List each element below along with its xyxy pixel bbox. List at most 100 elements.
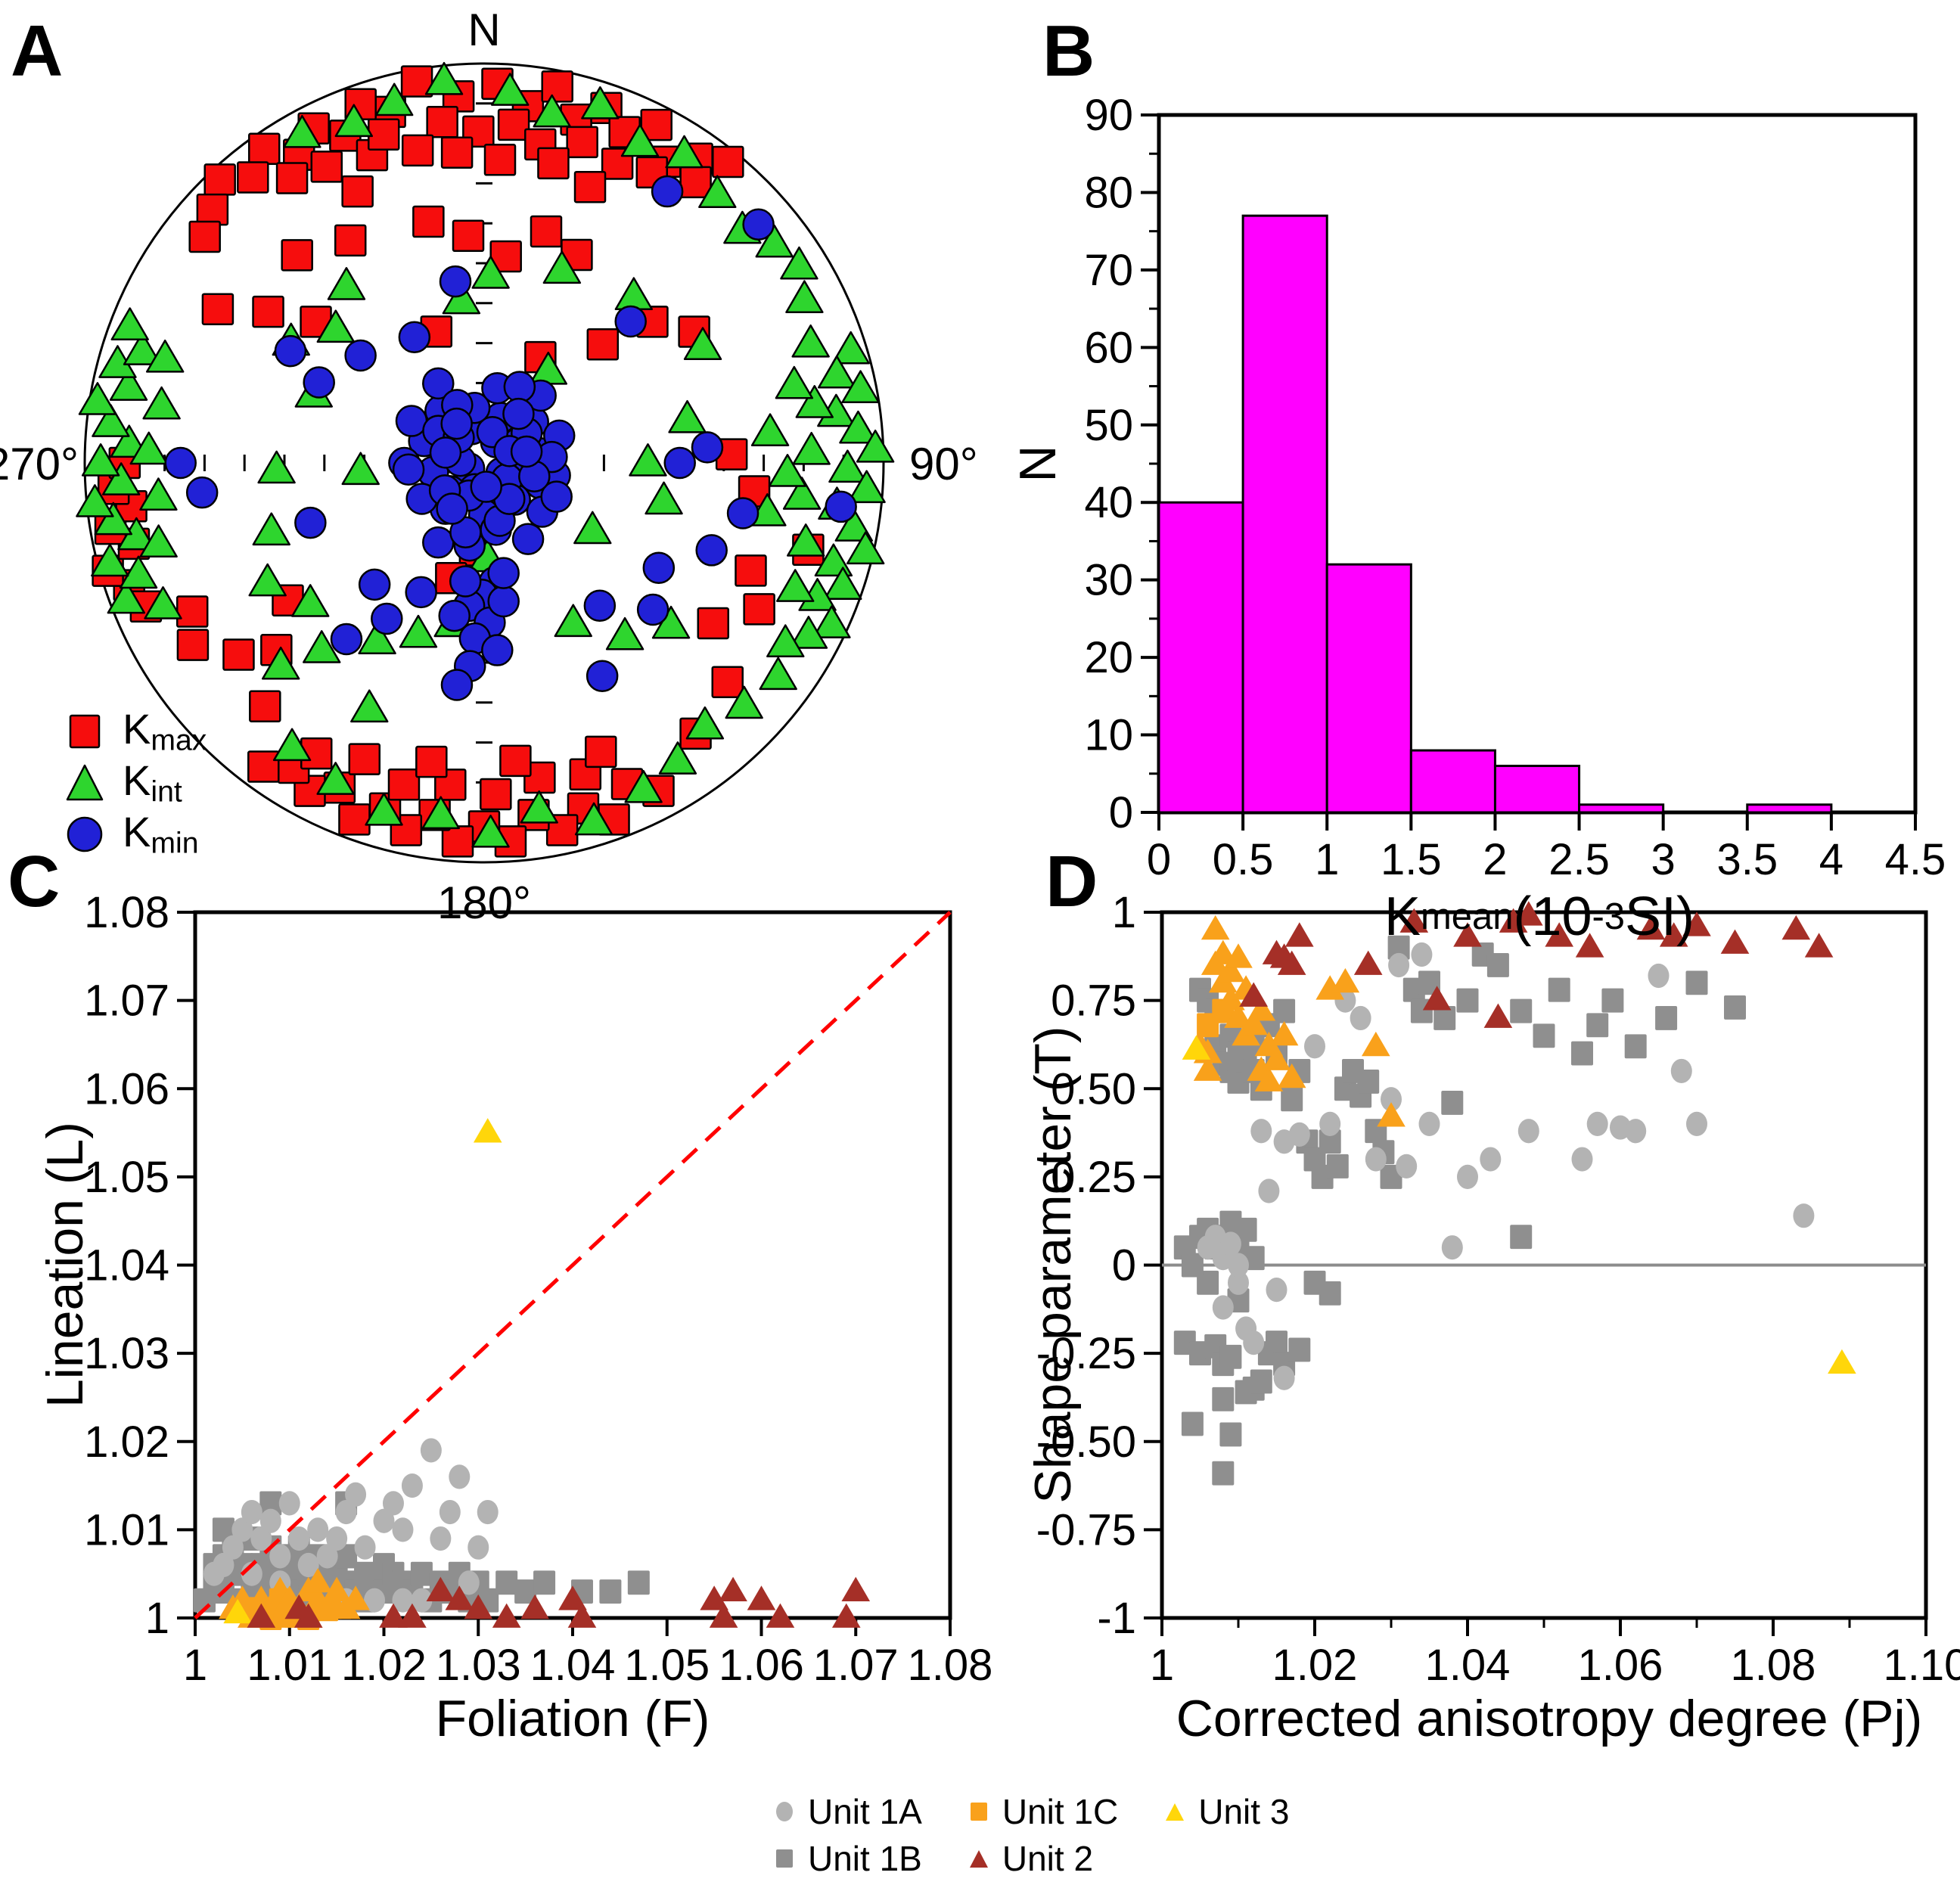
unit1A-point: [1304, 1034, 1325, 1059]
unit2-label: Unit 2: [1002, 1839, 1094, 1878]
unit3-point: [322, 1594, 351, 1619]
unit1A-point: [420, 1438, 442, 1463]
kint-point: [573, 511, 612, 545]
kmax-point: [483, 144, 517, 176]
kmin-point: [436, 492, 468, 525]
unit1B-point: [1250, 1369, 1272, 1394]
unit2-point: [1453, 922, 1482, 947]
unit2-point: [379, 1603, 408, 1628]
unit1A-point: [1219, 1231, 1241, 1256]
kmin-point: [695, 534, 728, 567]
kmin-point: [438, 599, 471, 632]
x-tick-label: 1.10: [1884, 1641, 1960, 1690]
histogram-bars: [1157, 214, 1833, 814]
kint-point: [776, 569, 815, 602]
kmax-point: [573, 170, 607, 203]
legend-item-unit1b: Unit 1B: [773, 1841, 922, 1876]
unit1B-point: [1181, 1411, 1204, 1436]
y-tick-label: 90: [1084, 91, 1133, 140]
unit1A-point: [1350, 1005, 1371, 1031]
unit3-point: [1201, 914, 1230, 940]
y-tick-label: 60: [1084, 323, 1133, 372]
unit1B-point: [1319, 1129, 1341, 1154]
y-tick-label: 1.01: [84, 1505, 169, 1554]
kmin-point: [344, 339, 377, 372]
kmax-point: [743, 593, 775, 626]
legend-item-unit2: Unit 2: [968, 1841, 1093, 1876]
kint-point: [375, 82, 414, 116]
unit3-marker-icon: [1166, 1803, 1185, 1821]
kint-point: [685, 706, 725, 740]
unit1B-point: [1212, 1386, 1235, 1411]
unit2-point: [398, 1603, 427, 1628]
kmin-point: [502, 397, 535, 430]
kint-point: [759, 657, 797, 691]
unit1A-point: [288, 1526, 310, 1551]
y-tick-label: 1.02: [84, 1418, 169, 1467]
unit1A-point: [1388, 952, 1410, 978]
unit2-point: [247, 1603, 276, 1628]
kmin-point: [825, 490, 857, 523]
panel-d-pj-shape-unit1B-points: [1173, 935, 1746, 1486]
unit1A-point: [1648, 963, 1670, 989]
unit1b-marker-icon: [776, 1849, 793, 1868]
unit1A-point: [1228, 1253, 1249, 1278]
unit1A-point: [477, 1499, 499, 1525]
unit1B-point: [335, 1544, 358, 1569]
panel-b-histogram: 0 0.5 1 1.5 2 2.5 3 3.5 4 4.5 0 10 20 30 40 50 60 70 80 90: [1084, 91, 1946, 884]
kmax-point: [222, 638, 255, 671]
kint-point: [658, 741, 697, 775]
unit1A-point: [1250, 1119, 1272, 1144]
kint-point: [755, 224, 794, 258]
kmin-point: [422, 367, 455, 400]
kmean-mid: (10: [1513, 887, 1592, 947]
y-tick-label: 1: [1112, 888, 1136, 937]
kint-point: [605, 616, 645, 651]
x-tick-label: 2: [1483, 835, 1507, 884]
unit1A-point: [392, 1588, 414, 1613]
kint-point: [442, 281, 481, 315]
histogram-bar: [1325, 563, 1412, 814]
unit3-point-highlight: [473, 1118, 502, 1143]
unit-legend: Unit 1A Unit 1C Unit 3 Unit 1B Unit 2: [773, 1794, 1289, 1876]
kint-point: [750, 413, 790, 446]
kmax-point: [640, 108, 672, 141]
unit3-point: [1277, 1063, 1306, 1088]
kint-point: [787, 523, 825, 557]
kint-point: [841, 370, 880, 403]
kmax-point: [497, 108, 530, 141]
unit1B-point: [627, 1570, 650, 1595]
unit1A-point: [1418, 1111, 1440, 1136]
unit1A-point: [392, 1517, 414, 1542]
y-tick-label: -0.75: [1036, 1505, 1136, 1554]
unit1B-point: [1586, 1013, 1609, 1038]
kint-point: [780, 246, 818, 280]
unit2-point: [1514, 901, 1543, 926]
x-axis-ticks: 1 1.02 1.04 1.06 1.08 1.10: [1150, 1618, 1960, 1690]
unit1A-point: [1571, 1147, 1593, 1172]
panel-label-c: C: [8, 841, 61, 922]
kmax-point: [237, 161, 269, 194]
x-tick-label: 1.07: [813, 1641, 899, 1690]
unit2-point: [1284, 922, 1314, 947]
kmin-point: [487, 585, 520, 618]
kmax-point: [247, 750, 280, 783]
kint-point: [316, 762, 355, 795]
unit1A-point: [1586, 1111, 1608, 1136]
unit3-point: [1361, 1031, 1390, 1057]
compass-label-south: 180°: [437, 877, 531, 928]
kint-point: [782, 477, 822, 510]
unit2-point: [747, 1585, 776, 1610]
kmin-point: [358, 568, 391, 601]
kint-point: [350, 689, 389, 723]
histogram-bar: [1746, 803, 1833, 814]
kmax-point: [426, 106, 458, 138]
unit1B-point: [1571, 1041, 1593, 1066]
kint-point: [698, 175, 737, 209]
kint-point: [144, 586, 182, 620]
x-tick-label: 1.03: [436, 1641, 521, 1690]
x-tick-label: 4.5: [1885, 835, 1946, 884]
unit3-point: [1239, 1010, 1269, 1036]
kmax-point: [541, 70, 573, 103]
panel-c-foliation-lineation-unit1A-points: [203, 1438, 499, 1613]
